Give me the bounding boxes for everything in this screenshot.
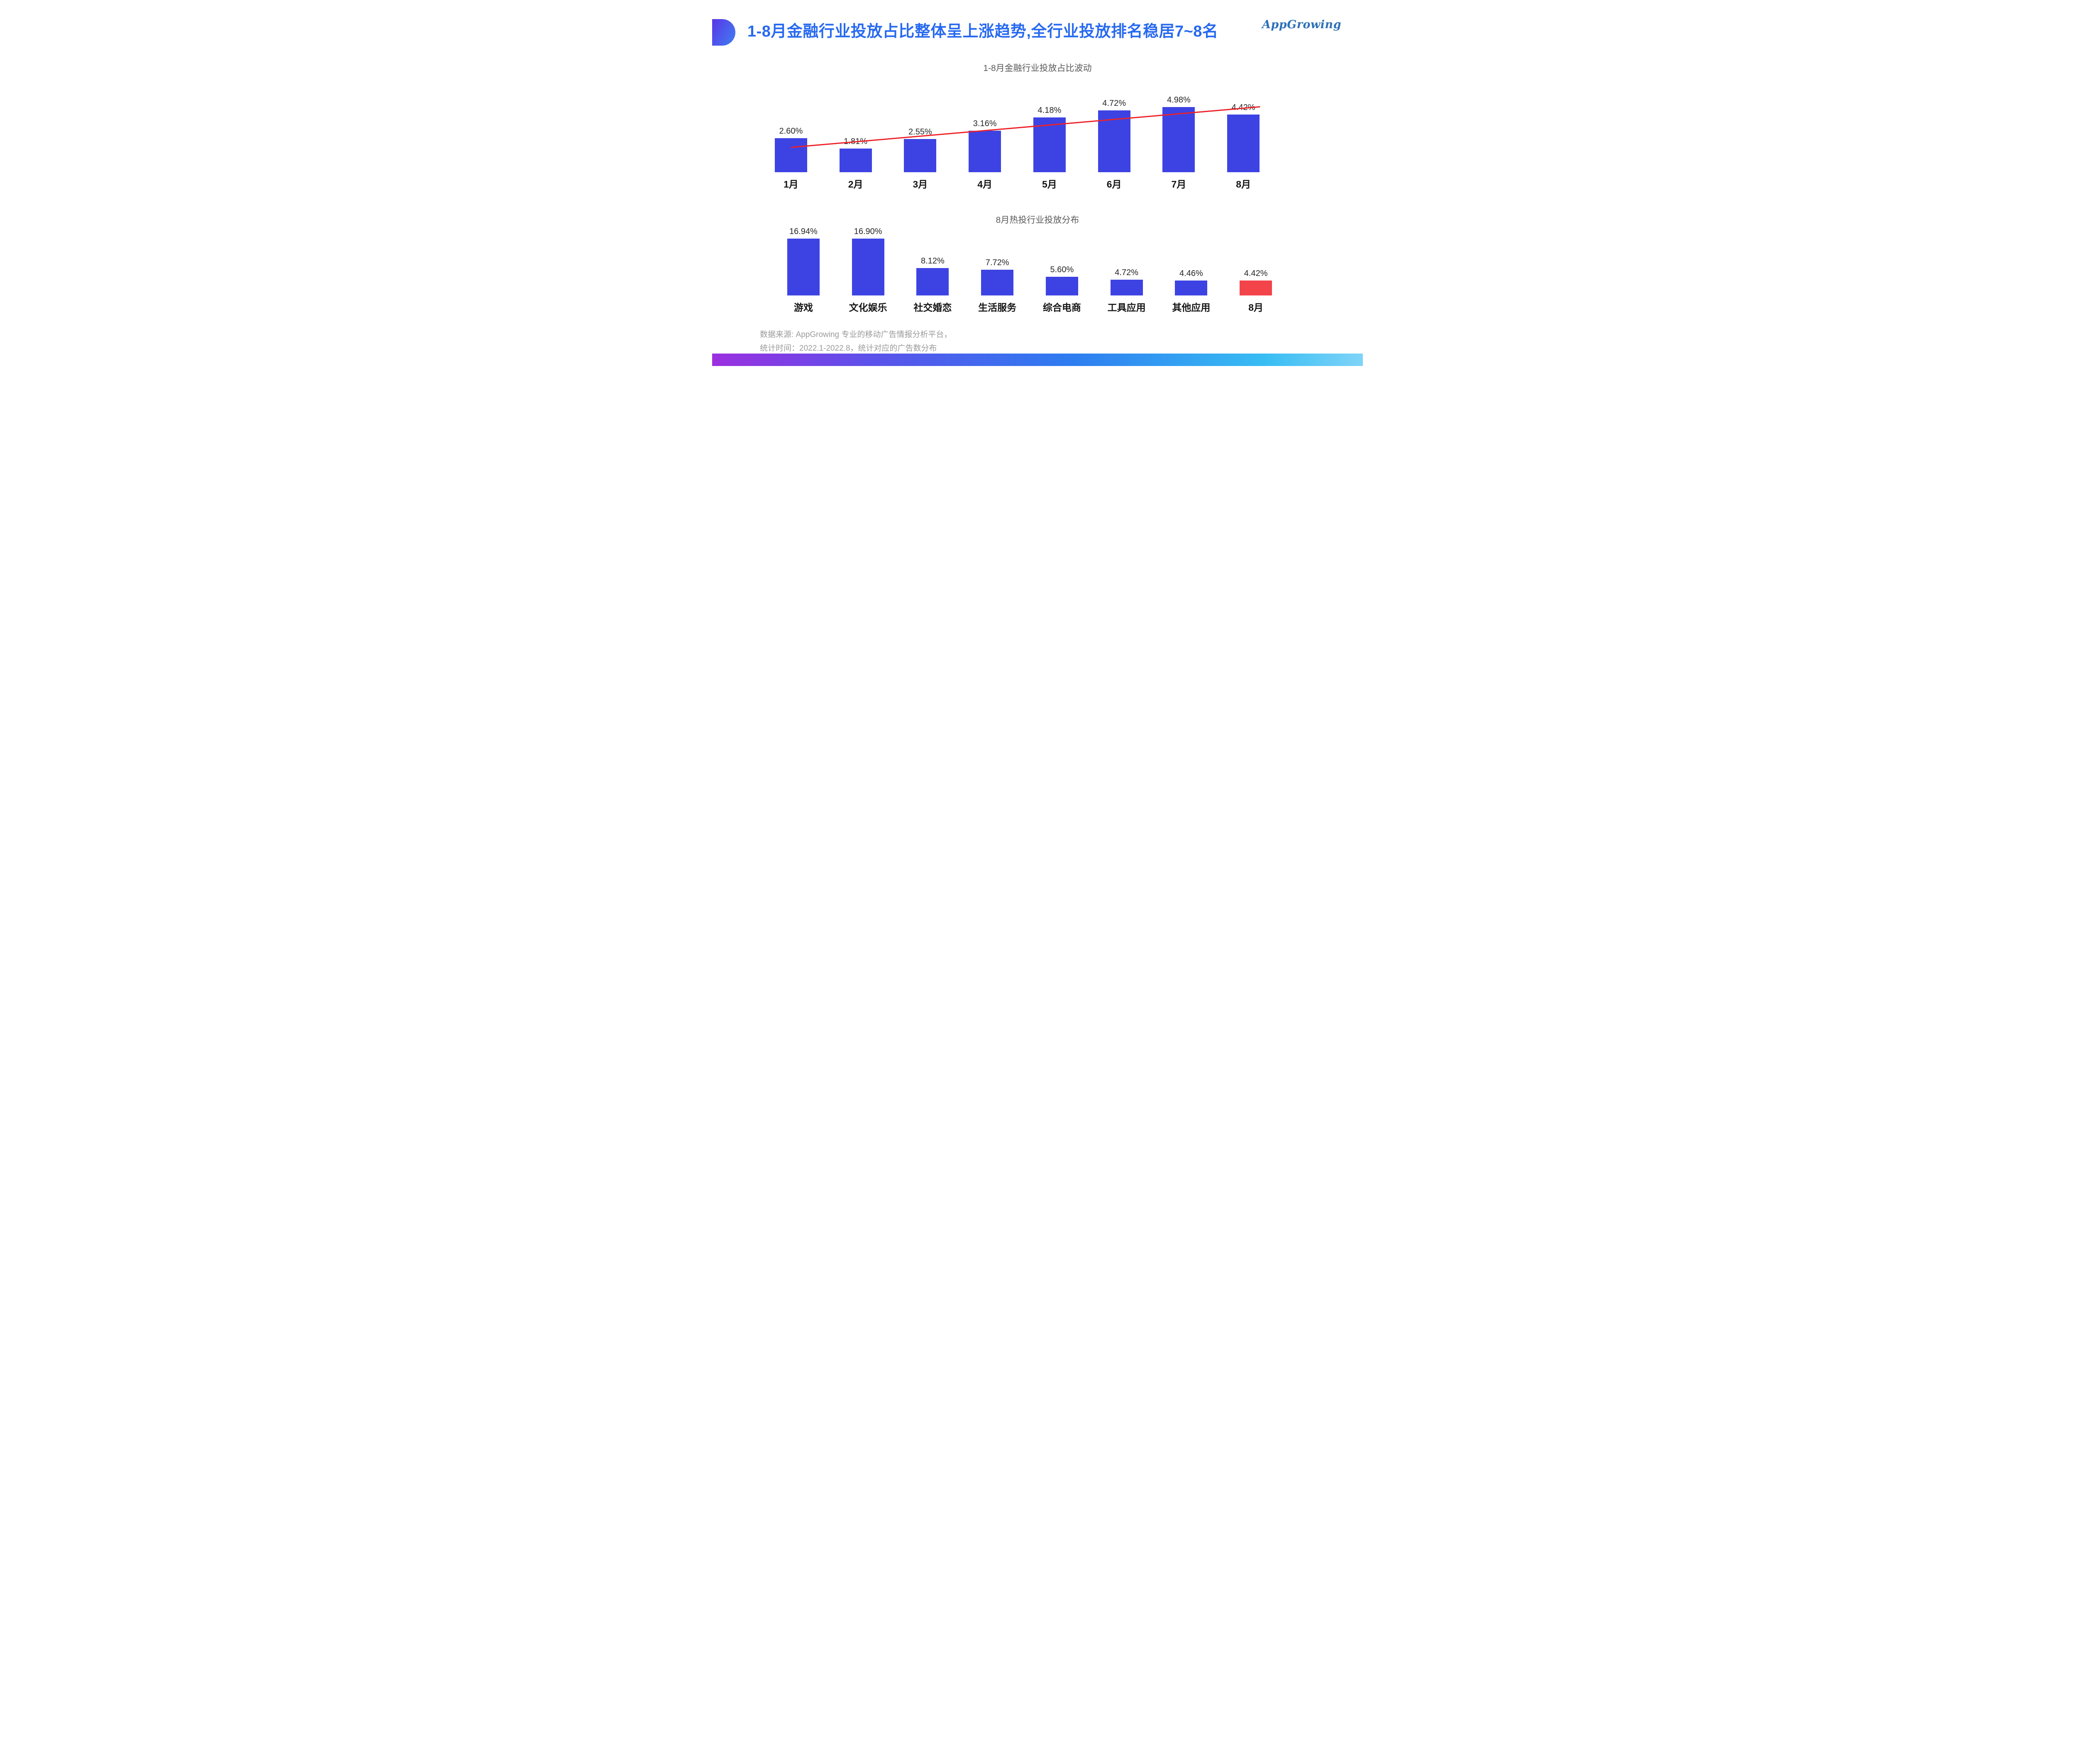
bar-category-label: 2月 <box>848 179 863 190</box>
chart2-title: 8月热投行业投放分布 <box>996 215 1079 225</box>
bar-category-label: 5月 <box>1042 179 1057 190</box>
bar-value-label: 4.98% <box>1167 95 1191 105</box>
bar-value-label: 8.12% <box>921 256 945 266</box>
bar-plot: 2.60% <box>774 77 807 172</box>
slide: 1-8月金融行业投放占比整体呈上涨趋势,全行业投放排名稳居7~8名 AppGro… <box>712 0 1363 366</box>
bar-value-label: 1.81% <box>844 137 867 146</box>
bar-group-5月: 4.18% 5月 <box>1017 77 1082 190</box>
bar <box>852 239 884 295</box>
bottom-gradient-bar <box>712 354 1363 366</box>
bar-category-label: 综合电商 <box>1042 302 1081 313</box>
bar-category-label: 文化娱乐 <box>849 302 887 313</box>
bar <box>1110 279 1143 295</box>
bar-group-6月: 4.72% 6月 <box>1082 77 1147 190</box>
bar-group-8月: 4.42% 8月 <box>1223 217 1288 314</box>
bar-plot: 2.55% <box>904 77 937 172</box>
bar-value-label: 4.72% <box>1115 268 1138 277</box>
bar-group-8月: 4.42% 8月 <box>1211 77 1276 190</box>
bar-plot: 4.18% <box>1033 77 1066 172</box>
bar-plot: 5.60% <box>1045 217 1078 295</box>
bar-group-文化娱乐: 16.90% 文化娱乐 <box>836 217 901 314</box>
bar <box>1098 110 1130 172</box>
bar <box>1175 280 1208 295</box>
chart2-industry-distribution-bar-chart: 16.94% 游戏 16.90% 文化娱乐 8.12% 社交婚恋 7.72% 生活服务 5.60… <box>771 217 1288 314</box>
bar-value-label: 4.46% <box>1179 268 1203 278</box>
logo-text-app: App <box>1262 18 1287 31</box>
bar <box>904 139 937 172</box>
bar-group-生活服务: 7.72% 生活服务 <box>965 217 1030 314</box>
bar-category-label: 3月 <box>913 179 928 190</box>
bar-plot: 4.72% <box>1098 77 1130 172</box>
bar-group-1月: 2.60% 1月 <box>759 77 823 190</box>
bar-value-label: 3.16% <box>973 119 997 129</box>
bar-value-label: 4.18% <box>1038 106 1062 115</box>
page-title: 1-8月金融行业投放占比整体呈上涨趋势,全行业投放排名稳居7~8名 <box>747 23 1218 40</box>
bar-category-label: 其他应用 <box>1172 302 1211 313</box>
bar-group-2月: 1.81% 2月 <box>823 77 888 190</box>
bar-plot: 3.16% <box>969 77 1001 172</box>
bar-category-label: 7月 <box>1171 179 1186 190</box>
bar-highlighted <box>1240 281 1272 295</box>
bar-plot: 4.98% <box>1162 77 1195 172</box>
bar-value-label: 4.42% <box>1244 269 1268 278</box>
bar-plot: 4.46% <box>1175 217 1208 295</box>
bar-plot: 16.90% <box>852 217 884 295</box>
bar-group-游戏: 16.94% 游戏 <box>771 217 836 314</box>
bar-plot: 7.72% <box>981 217 1014 295</box>
bar-value-label: 2.60% <box>779 127 803 136</box>
bar-plot: 4.42% <box>1240 217 1272 295</box>
logo-text-growing: Growing <box>1287 18 1341 31</box>
title-accent-shape <box>712 19 735 46</box>
bar <box>969 131 1001 172</box>
bar-value-label: 16.94% <box>789 227 818 236</box>
bar-group-综合电商: 5.60% 综合电商 <box>1030 217 1094 314</box>
bar-value-label: 7.72% <box>985 258 1009 267</box>
bar-category-label: 游戏 <box>793 302 813 313</box>
bar <box>774 138 807 172</box>
bar-category-label: 6月 <box>1106 179 1122 190</box>
bar-category-label: 生活服务 <box>978 302 1017 313</box>
bar-value-label: 5.60% <box>1050 265 1074 274</box>
bar-category-label: 1月 <box>783 179 798 190</box>
bar-plot: 4.42% <box>1227 77 1260 172</box>
bar <box>1227 114 1260 172</box>
bar <box>1033 117 1066 172</box>
bar-value-label: 2.55% <box>908 127 932 137</box>
footer-line1: 数据来源: AppGrowing 专业的移动广告情报分析平台， <box>760 330 952 339</box>
bar-group-其他应用: 4.46% 其他应用 <box>1159 217 1224 314</box>
appgrowing-logo: AppGrowing <box>1262 18 1341 31</box>
bar-category-label: 8月 <box>1236 179 1251 190</box>
bar-category-label: 4月 <box>977 179 993 190</box>
bar <box>787 239 820 295</box>
footer-line2: 统计时间：2022.1-2022.8，统计对应的广告数分布 <box>760 344 937 353</box>
bar-plot: 1.81% <box>839 77 872 172</box>
bar-category-label: 社交婚恋 <box>913 302 952 313</box>
bar-plot: 16.94% <box>787 217 820 295</box>
bar-plot: 8.12% <box>916 217 949 295</box>
bar-value-label: 16.90% <box>854 227 882 237</box>
bar-category-label: 8月 <box>1248 302 1264 313</box>
bar <box>916 268 949 295</box>
bar-group-社交婚恋: 8.12% 社交婚恋 <box>901 217 965 314</box>
bar <box>981 269 1014 295</box>
bar-group-7月: 4.98% 7月 <box>1147 77 1211 190</box>
bar-plot: 4.72% <box>1110 217 1143 295</box>
bar <box>839 148 872 172</box>
bar-value-label: 4.72% <box>1102 99 1126 108</box>
chart1-title: 1-8月金融行业投放占比波动 <box>983 63 1092 73</box>
bar <box>1162 107 1195 172</box>
bar-value-label: 4.42% <box>1231 102 1255 112</box>
bar-group-4月: 3.16% 4月 <box>952 77 1017 190</box>
bar-group-3月: 2.55% 3月 <box>888 77 953 190</box>
chart1-monthly-share-bar-chart: 2.60% 1月 1.81% 2月 2.55% 3月 3.16% 4月 4.18% 5月 4.72%… <box>759 77 1276 190</box>
bar-group-工具应用: 4.72% 工具应用 <box>1094 217 1159 314</box>
bar-category-label: 工具应用 <box>1107 302 1146 313</box>
data-source-note: 数据来源: AppGrowing 专业的移动广告情报分析平台， 统计时间：202… <box>760 328 952 356</box>
bar <box>1045 276 1078 295</box>
